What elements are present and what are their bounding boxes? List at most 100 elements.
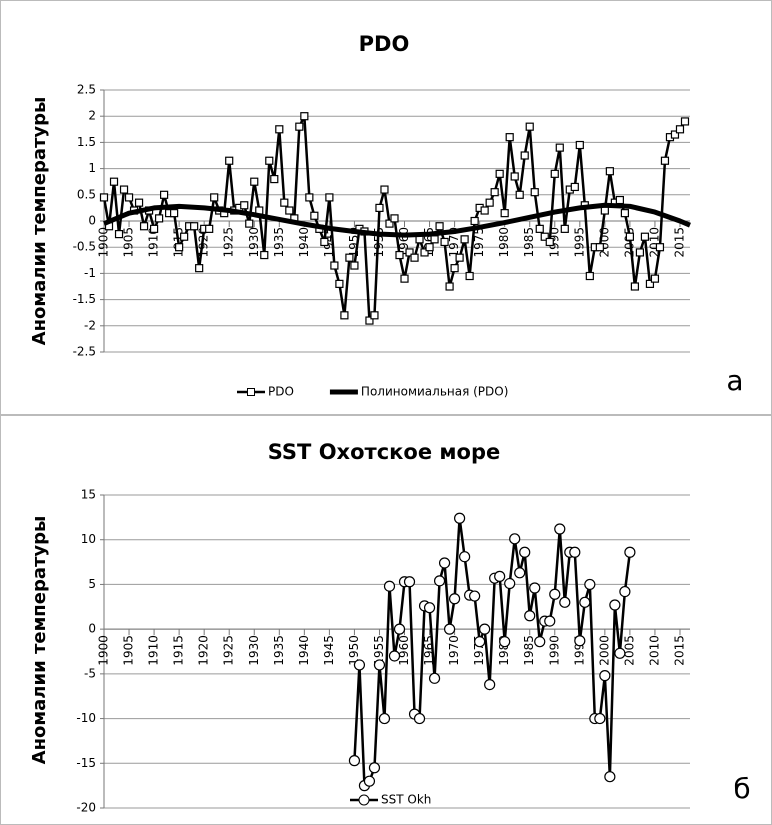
x-tick-label: 1910 bbox=[147, 227, 161, 258]
data-point bbox=[594, 712, 606, 725]
data-point bbox=[413, 712, 426, 725]
data-point bbox=[195, 264, 204, 273]
x-tick-label: 1900 bbox=[97, 227, 111, 258]
data-point bbox=[585, 271, 594, 281]
data-point bbox=[190, 222, 199, 231]
data-point bbox=[544, 615, 556, 627]
x-tick-label: 2000 bbox=[597, 635, 611, 666]
y-tick-label: 10 bbox=[81, 532, 96, 546]
data-point bbox=[495, 169, 504, 178]
data-point bbox=[435, 222, 444, 231]
data-point bbox=[240, 201, 249, 210]
data-point bbox=[440, 237, 449, 247]
data-point bbox=[438, 557, 451, 569]
x-tick-label: 2015 bbox=[672, 227, 686, 258]
panel-label: а bbox=[726, 364, 743, 397]
data-point bbox=[480, 206, 489, 215]
data-line bbox=[103, 202, 691, 238]
data-point bbox=[445, 282, 454, 291]
data-point bbox=[423, 602, 436, 614]
data-point bbox=[484, 678, 496, 691]
y-tick-label: 0 bbox=[88, 622, 96, 636]
data-point bbox=[524, 610, 536, 622]
data-point bbox=[469, 590, 481, 602]
data-point bbox=[599, 670, 611, 682]
data-point bbox=[500, 209, 509, 218]
data-point bbox=[433, 575, 446, 587]
data-point bbox=[485, 198, 494, 207]
x-tick-label: 1900 bbox=[97, 635, 111, 666]
legend-marker bbox=[358, 794, 370, 806]
data-point bbox=[620, 209, 629, 218]
data-point bbox=[265, 156, 274, 165]
y-axis-title: Аномалии температуры bbox=[29, 97, 50, 346]
x-tick-label: 1950 bbox=[347, 635, 361, 666]
data-point bbox=[499, 636, 511, 648]
data-point bbox=[365, 316, 374, 325]
data-point bbox=[510, 172, 519, 181]
data-point bbox=[109, 177, 119, 186]
data-point bbox=[619, 585, 631, 598]
y-tick-label: 1 bbox=[88, 161, 96, 175]
data-point bbox=[505, 133, 514, 142]
data-point bbox=[479, 623, 491, 635]
data-point bbox=[400, 274, 409, 283]
data-point bbox=[403, 576, 416, 588]
x-tick-label: 2015 bbox=[672, 635, 686, 666]
x-tick-label: 1960 bbox=[397, 635, 411, 666]
data-point bbox=[119, 185, 129, 194]
data-point bbox=[335, 279, 344, 288]
x-tick-label: 1935 bbox=[272, 635, 286, 666]
data-point bbox=[540, 232, 549, 241]
data-point bbox=[614, 647, 626, 659]
data-point bbox=[210, 193, 219, 202]
y-tick-label: -2.5 bbox=[73, 345, 96, 359]
x-tick-label: 1970 bbox=[447, 227, 461, 258]
data-point bbox=[330, 261, 339, 270]
data-point bbox=[350, 261, 359, 270]
y-tick-label: 2 bbox=[88, 109, 96, 123]
data-point bbox=[650, 274, 660, 283]
data-point bbox=[380, 185, 389, 194]
data-point bbox=[579, 596, 591, 608]
data-point bbox=[560, 224, 569, 233]
data-point bbox=[139, 222, 149, 231]
data-point bbox=[375, 203, 384, 212]
data-point bbox=[99, 193, 109, 202]
data-point bbox=[635, 248, 645, 257]
data-point bbox=[670, 130, 680, 139]
panel-label: б bbox=[733, 772, 750, 805]
data-point bbox=[529, 582, 541, 594]
data-point bbox=[660, 156, 670, 165]
data-line bbox=[353, 517, 632, 787]
data-point bbox=[604, 771, 616, 783]
x-tick-label: 1975 bbox=[472, 227, 486, 258]
data-point bbox=[295, 122, 304, 131]
x-tick-label: 1970 bbox=[447, 635, 461, 666]
data-point bbox=[525, 122, 534, 131]
x-tick-label: 1930 bbox=[247, 227, 261, 258]
y-tick-label: 5 bbox=[88, 577, 96, 591]
y-tick-label: 0.5 bbox=[77, 187, 96, 201]
data-point bbox=[425, 243, 434, 252]
data-point bbox=[395, 250, 404, 260]
x-tick-label: 1995 bbox=[572, 227, 586, 258]
x-tick-label: 1990 bbox=[547, 635, 561, 666]
data-point bbox=[225, 156, 234, 165]
legend-label: PDO bbox=[268, 385, 294, 399]
data-point bbox=[348, 755, 361, 767]
data-point bbox=[554, 523, 566, 535]
data-point bbox=[680, 117, 690, 126]
y-tick-label: -20 bbox=[76, 801, 96, 815]
data-point bbox=[149, 224, 159, 233]
data-point bbox=[124, 193, 134, 202]
x-tick-label: 1905 bbox=[122, 635, 136, 666]
data-point bbox=[134, 198, 144, 207]
chart-title: SST Охотское море bbox=[268, 440, 501, 464]
data-point bbox=[624, 546, 636, 558]
x-tick-label: 1940 bbox=[297, 635, 311, 666]
x-tick-label: 1905 bbox=[122, 227, 136, 258]
x-tick-label: 2005 bbox=[622, 635, 636, 666]
x-tick-label: 1920 bbox=[197, 635, 211, 666]
